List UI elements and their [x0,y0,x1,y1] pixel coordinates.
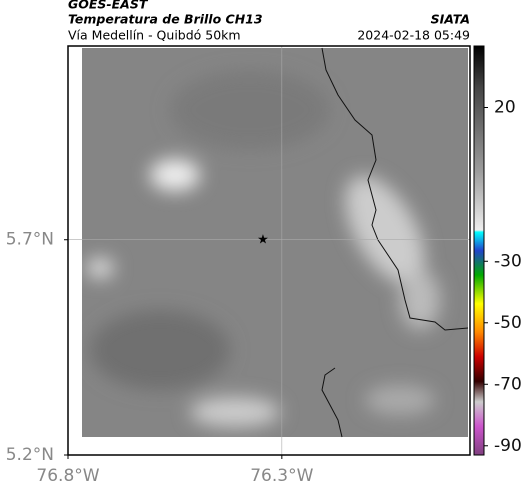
borders [321,47,469,438]
y-tick-label: 5.7°N [6,230,54,250]
colorbar [473,45,485,456]
datetime: 2024-02-18 05:49 [357,28,470,43]
product: Temperatura de Brillo CH13 [68,12,263,27]
satellite: GOES-EAST [68,0,149,12]
y-tick-label: 5.2°N [6,445,54,465]
region: Vía Medellín - Quibdó 50km [68,28,241,43]
x-tick-label: 76.8°W [36,466,99,486]
location-marker: ★ [257,233,269,248]
colorbar-tick-label: -70 [494,374,522,394]
colorbar-tick-label: -50 [494,313,522,333]
colorbar-tick-label: 20 [494,98,516,118]
x-tick-label: 76.3°W [250,466,313,486]
colorbar-tick-label: -90 [494,436,522,456]
colorbar-tick-label: -30 [494,251,522,271]
source: SIATA [431,12,470,27]
map-frame [67,45,471,456]
cloud-texture [86,70,440,427]
